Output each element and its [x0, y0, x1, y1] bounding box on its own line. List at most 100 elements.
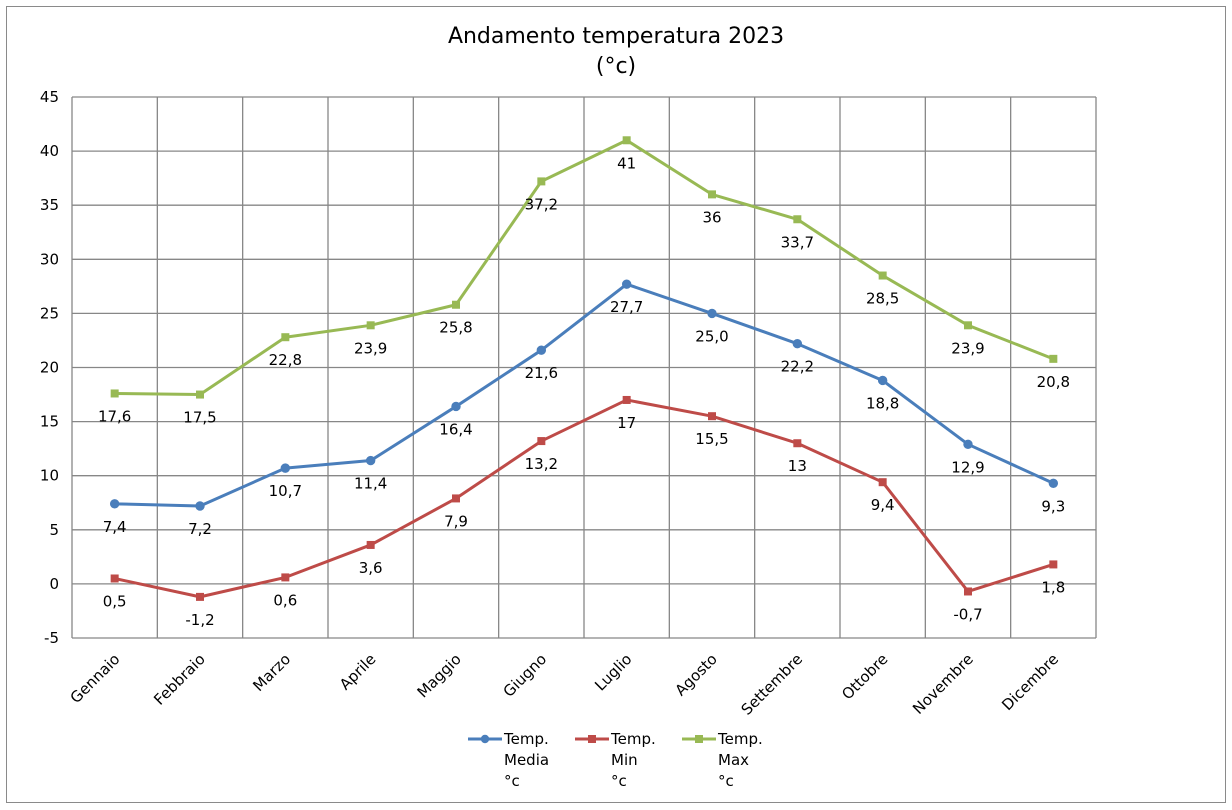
legend-marker: [480, 734, 490, 744]
data-point: [708, 412, 716, 421]
series-2: [110, 395, 1058, 601]
data-label: 1,8: [1041, 578, 1065, 596]
data-point: [964, 587, 972, 596]
data-label: 23,9: [951, 339, 984, 357]
data-label: 15,5: [695, 430, 728, 448]
data-label: 12,9: [951, 458, 984, 476]
legend-marker: [695, 735, 703, 743]
legend-label: °c: [718, 772, 734, 790]
data-label: 0,6: [273, 591, 297, 609]
data-point: [792, 338, 803, 349]
y-tick-label: 35: [40, 196, 59, 214]
data-label: 9,3: [1041, 497, 1065, 515]
series-line: [114, 282, 1054, 508]
data-label: -1,2: [185, 611, 214, 629]
legend-entry-2: Temp. Min °c: [575, 730, 656, 790]
data-label: 41: [617, 154, 636, 172]
data-point: [452, 300, 460, 309]
data-point: [451, 401, 461, 412]
data-point: [1049, 560, 1058, 569]
data-point: [280, 463, 291, 473]
data-label: 37,2: [525, 195, 558, 213]
data-point: [622, 395, 631, 404]
data-point: [622, 136, 631, 145]
data-point: [110, 574, 119, 583]
legend-label: Temp.: [503, 730, 549, 748]
legend-label: Temp.: [610, 730, 656, 748]
data-label: 13: [788, 457, 807, 475]
data-point: [964, 321, 972, 330]
legend-label: Min: [611, 751, 638, 769]
data-label: 25,8: [439, 319, 472, 337]
data-point: [878, 271, 887, 280]
data-point: [963, 439, 973, 450]
y-tick-label: 40: [40, 142, 59, 160]
x-tick-label: Febbraio: [150, 650, 209, 709]
y-tick-label: 0: [49, 575, 59, 593]
data-label: 17,6: [98, 407, 131, 425]
legend-label: °c: [504, 772, 520, 790]
data-point: [365, 455, 376, 466]
x-tick-label: Gennaio: [67, 650, 124, 707]
x-tick-label: Settembre: [738, 650, 807, 719]
data-point: [281, 333, 290, 342]
x-tick-label: Dicembre: [998, 650, 1062, 714]
data-label: 27,7: [610, 298, 643, 316]
data-label: 3,6: [359, 559, 383, 577]
data-point: [537, 437, 546, 446]
data-label: 17: [617, 414, 636, 432]
data-label: 25,0: [695, 327, 728, 345]
legend-label: Temp.: [717, 730, 763, 748]
data-label: 18,8: [866, 394, 899, 412]
data-label: 0,5: [103, 592, 127, 610]
data-label: -0,7: [953, 605, 982, 623]
data-label: 9,4: [871, 496, 895, 514]
x-tick-label: Novembre: [909, 650, 977, 718]
data-label: 10,7: [269, 482, 302, 500]
data-point: [708, 190, 716, 199]
chart-title: Andamento temperatura 2023: [448, 24, 784, 49]
data-point: [878, 478, 887, 487]
series-line: [114, 138, 1054, 397]
data-label: 7,9: [444, 512, 468, 530]
legend-marker: [588, 735, 596, 743]
data-point: [536, 345, 547, 355]
data-label: 21,6: [525, 364, 558, 382]
y-tick-label: 30: [40, 250, 59, 268]
x-axis-ticks: Gennaio Febbraio Marzo Aprile Maggio Giugno Lu…: [67, 650, 1063, 719]
series-3: [110, 136, 1058, 399]
data-label: 33,7: [781, 233, 814, 251]
legend-label: Max: [718, 751, 749, 769]
data-label: 22,2: [781, 358, 814, 376]
data-label: 20,8: [1037, 373, 1070, 391]
x-tick-label: Agosto: [671, 650, 720, 699]
data-point: [537, 177, 546, 186]
series-1: [109, 279, 1059, 511]
data-label: 16,4: [439, 420, 472, 438]
x-tick-label: Luglio: [591, 650, 635, 694]
legend-entry-3: Temp. Max °c: [682, 730, 763, 790]
y-tick-label: 15: [40, 413, 59, 431]
data-label: 23,9: [354, 339, 387, 357]
data-point: [109, 499, 120, 509]
data-label: 22,8: [269, 351, 302, 369]
data-point: [877, 375, 888, 386]
y-tick-label: 45: [40, 88, 59, 106]
y-tick-label: -5: [44, 629, 59, 647]
chart-subtitle: (°c): [596, 54, 636, 79]
series-line: [114, 398, 1054, 599]
data-point: [1049, 354, 1058, 363]
y-tick-label: 10: [40, 467, 59, 485]
data-point: [366, 321, 375, 330]
data-point: [793, 215, 802, 224]
data-point: [793, 439, 802, 448]
legend: Temp. Media °c Temp. Min °c Temp. Max °c: [468, 730, 763, 790]
y-tick-label: 5: [49, 521, 59, 539]
series-layer: [109, 136, 1059, 601]
data-point: [366, 540, 375, 549]
data-point: [707, 308, 717, 319]
x-tick-label: Ottobre: [838, 650, 891, 703]
y-tick-label: 20: [40, 359, 59, 377]
data-label: 11,4: [354, 475, 387, 493]
